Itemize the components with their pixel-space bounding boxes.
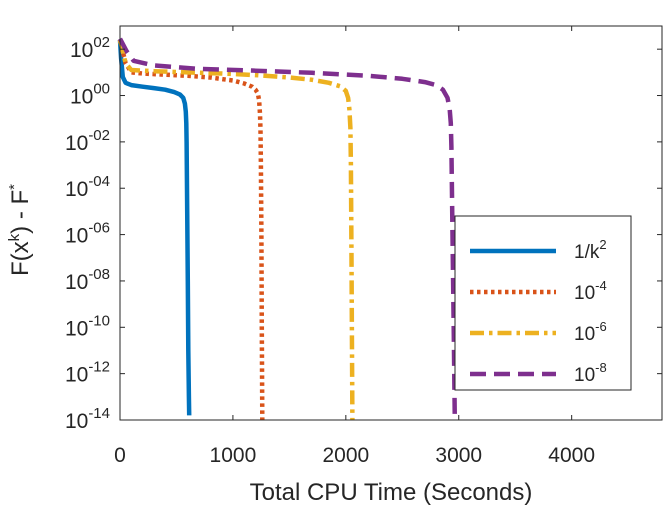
x-tick-label: 3000 — [435, 444, 482, 467]
y-tick-label: 1002 — [70, 34, 110, 62]
series-line-2 — [117, 39, 265, 421]
legend: 1/k2 10-4 10-6 10-8 — [454, 215, 632, 391]
y-tick-label: 10-04 — [65, 173, 110, 201]
y-tick-label: 10-06 — [65, 220, 110, 248]
series-line-1 — [117, 39, 192, 416]
y-axis-label: F(xk) - F* — [6, 184, 34, 276]
series-line-3 — [117, 39, 355, 421]
legend-label-2: 10-4 — [574, 278, 607, 304]
x-tick-label: 1000 — [210, 444, 257, 467]
x-axis-label: Total CPU Time (Seconds) — [250, 479, 533, 506]
y-tick-label: 10-12 — [65, 359, 110, 387]
y-tick-label: 10-02 — [65, 127, 110, 155]
legend-label-1: 1/k2 — [574, 237, 607, 263]
x-tick-labels: 0 1000 2000 3000 4000 — [114, 444, 595, 467]
x-tick-label: 4000 — [548, 444, 595, 467]
legend-box — [454, 215, 632, 391]
plot-area — [119, 25, 663, 421]
y-tick-labels: 1002 1000 10-02 10-04 10-06 10-08 10-10 10-12 10… — [65, 34, 110, 433]
y-tick-label: 1000 — [70, 81, 110, 109]
series-line-4 — [118, 37, 458, 421]
legend-label-4: 10-8 — [574, 360, 607, 386]
legend-label-3: 10-6 — [574, 319, 607, 345]
y-tick-label: 10-10 — [65, 312, 110, 340]
y-tick-label: 10-08 — [65, 266, 110, 294]
series-layer — [117, 37, 458, 421]
y-tick-label: 10-14 — [65, 405, 110, 433]
x-tick-label: 2000 — [322, 444, 369, 467]
tick-marks — [119, 26, 662, 421]
x-tick-label: 0 — [114, 444, 126, 467]
